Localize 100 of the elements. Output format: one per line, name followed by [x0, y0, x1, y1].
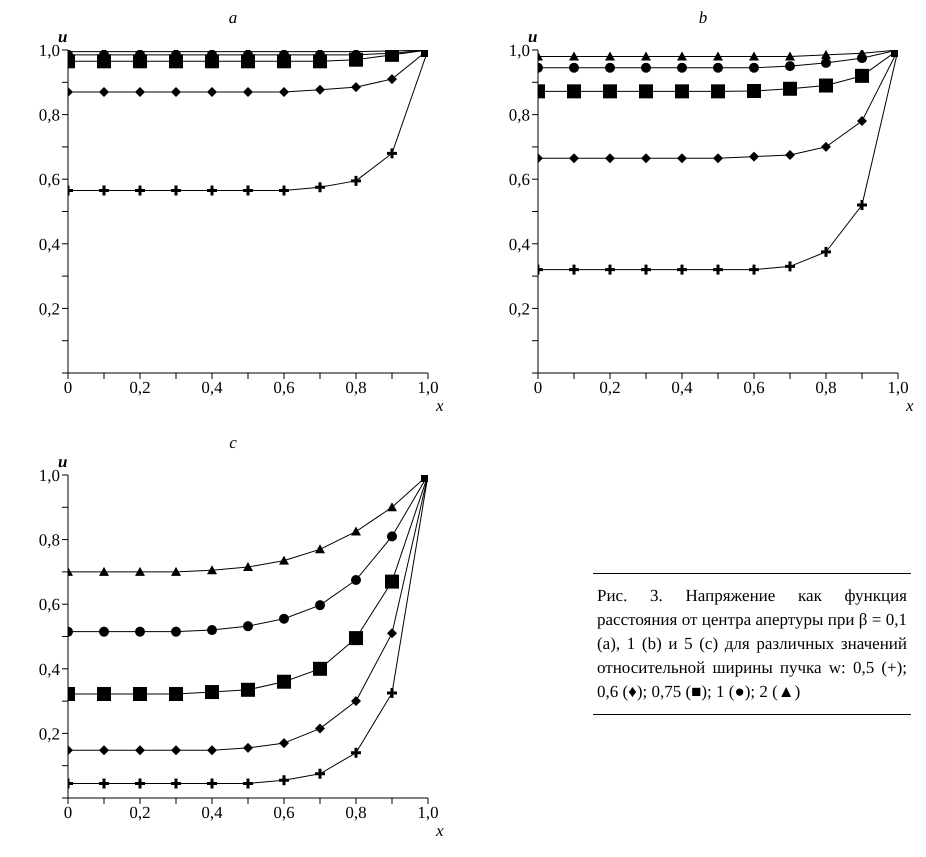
point: [207, 565, 217, 574]
y-tick-label: 0,2: [38, 724, 60, 744]
point: [819, 78, 833, 93]
point: [207, 625, 217, 636]
x-tick-label: 0: [534, 378, 542, 398]
point: [387, 628, 397, 638]
y-tick-label: 0,6: [38, 170, 60, 190]
point: [243, 621, 253, 632]
point: [135, 86, 145, 97]
point: [170, 184, 182, 198]
point: [97, 686, 111, 701]
point: [279, 738, 289, 748]
point: [277, 674, 291, 689]
x-tick-label: 0,6: [273, 378, 295, 398]
point: [569, 153, 579, 164]
point: [133, 686, 147, 701]
point: [783, 82, 797, 96]
point: [820, 245, 832, 258]
point: [314, 767, 326, 780]
point: [170, 776, 182, 790]
chart-title: a: [228, 8, 238, 28]
point: [207, 86, 217, 97]
point: [135, 566, 145, 576]
x-tick-label: 0,8: [815, 378, 837, 398]
point: [855, 68, 869, 83]
point: [713, 62, 723, 73]
y-tick-label: 0,6: [508, 170, 530, 190]
y-tick-label: 1,0: [38, 41, 60, 60]
point: [99, 86, 109, 97]
point: [569, 62, 579, 73]
point: [821, 50, 831, 59]
point: [242, 184, 254, 198]
text: Рис. 3. Напряжение как функция расстояния от центра апертуры при β = 0,1 (a), 1 (b) и 5 (c) для различных значений относительной ширины пучка w: 0,5 (+); 0,6 (♦); 0,75 (■); 1 (●); 2 (▲): [597, 585, 907, 703]
point: [98, 776, 110, 790]
x-tick-label: 1,0: [887, 378, 909, 398]
x-tick-label: 0,6: [743, 378, 765, 398]
point: [385, 574, 399, 589]
x-tick-label: 0,2: [599, 378, 621, 398]
y-tick-label: 0,4: [38, 660, 60, 679]
point: [713, 153, 723, 164]
y-tick-label: 0,4: [508, 234, 530, 254]
point: [821, 142, 831, 152]
point: [350, 174, 362, 188]
point: [279, 614, 289, 624]
point: [351, 82, 361, 92]
point: [856, 198, 868, 212]
point: [243, 86, 253, 97]
point: [677, 51, 687, 60]
point: [171, 745, 181, 756]
y-tick-label: 1,0: [38, 466, 60, 486]
point: [315, 724, 325, 734]
point: [713, 51, 723, 60]
x-tick-label: 0,8: [345, 378, 367, 398]
x-axis-title: x: [435, 396, 444, 416]
point: [349, 631, 363, 646]
x-tick-label: 0,4: [671, 378, 694, 398]
point: [205, 685, 219, 700]
point: [784, 260, 796, 273]
point: [677, 153, 687, 164]
y-tick-label: 0,8: [38, 106, 60, 125]
point: [387, 502, 397, 512]
point: [605, 153, 615, 164]
point: [567, 84, 581, 98]
point: [207, 745, 217, 756]
x-tick-label: 0,2: [129, 803, 151, 822]
point: [278, 184, 290, 198]
point: [387, 74, 397, 84]
x-tick-label: 0,4: [201, 803, 224, 822]
x-tick-label: 0: [64, 378, 72, 398]
x-axis-title: x: [435, 821, 444, 840]
point: [171, 566, 181, 576]
point: [351, 696, 361, 706]
point: [386, 146, 398, 160]
point: [241, 682, 255, 697]
point: [749, 152, 759, 162]
point: [568, 263, 580, 276]
point: [605, 51, 615, 60]
point: [350, 746, 362, 760]
point: [313, 662, 327, 676]
point: [99, 566, 109, 576]
point: [677, 62, 687, 73]
point: [134, 184, 146, 198]
point: [711, 84, 725, 98]
x-tick-label: 0,4: [201, 378, 224, 398]
point: [242, 776, 254, 790]
point: [747, 84, 761, 98]
point: [351, 526, 361, 536]
point: [279, 556, 289, 565]
point: [134, 776, 146, 790]
point: [315, 84, 325, 95]
point: [278, 774, 290, 787]
point: [641, 153, 651, 164]
y-tick-label: 0,4: [38, 234, 60, 254]
y-tick-label: 0,8: [38, 530, 60, 550]
point: [243, 742, 253, 753]
point: [785, 51, 795, 60]
point: [387, 531, 397, 542]
point: [749, 62, 759, 73]
y-tick-label: 0,2: [508, 299, 530, 318]
point: [712, 263, 724, 276]
